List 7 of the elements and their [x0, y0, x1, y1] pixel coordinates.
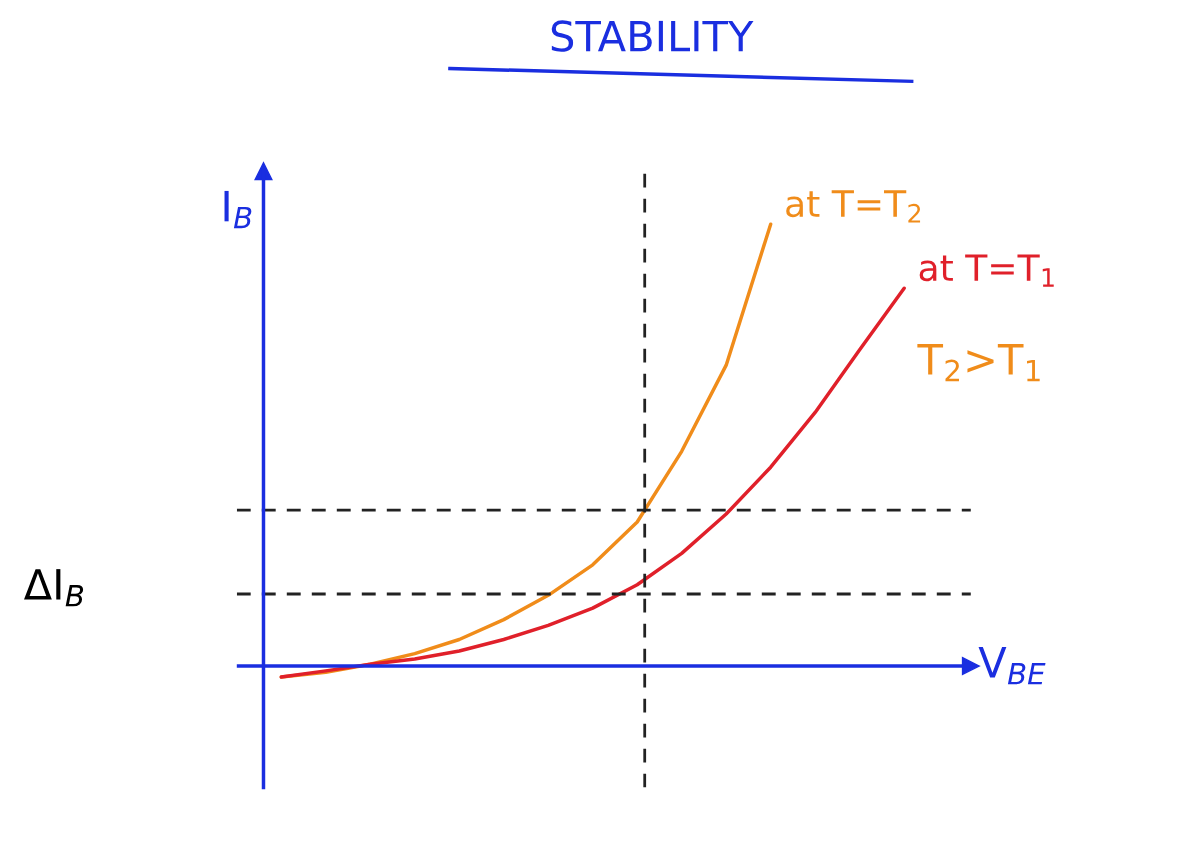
x-axis-title: V$_{BE}$ — [978, 647, 1046, 685]
y-axis-title: I$_{B}$ — [224, 190, 252, 229]
series-label: at T=T$_{1}$ — [919, 254, 1054, 287]
chart-title: STABILITY — [551, 20, 754, 52]
series-label: at T=T$_{2}$ — [786, 190, 921, 223]
annotation: T$_{2}$>T$_{1}$ — [917, 344, 1040, 382]
text: ΔI$_{B}$ — [24, 569, 84, 607]
